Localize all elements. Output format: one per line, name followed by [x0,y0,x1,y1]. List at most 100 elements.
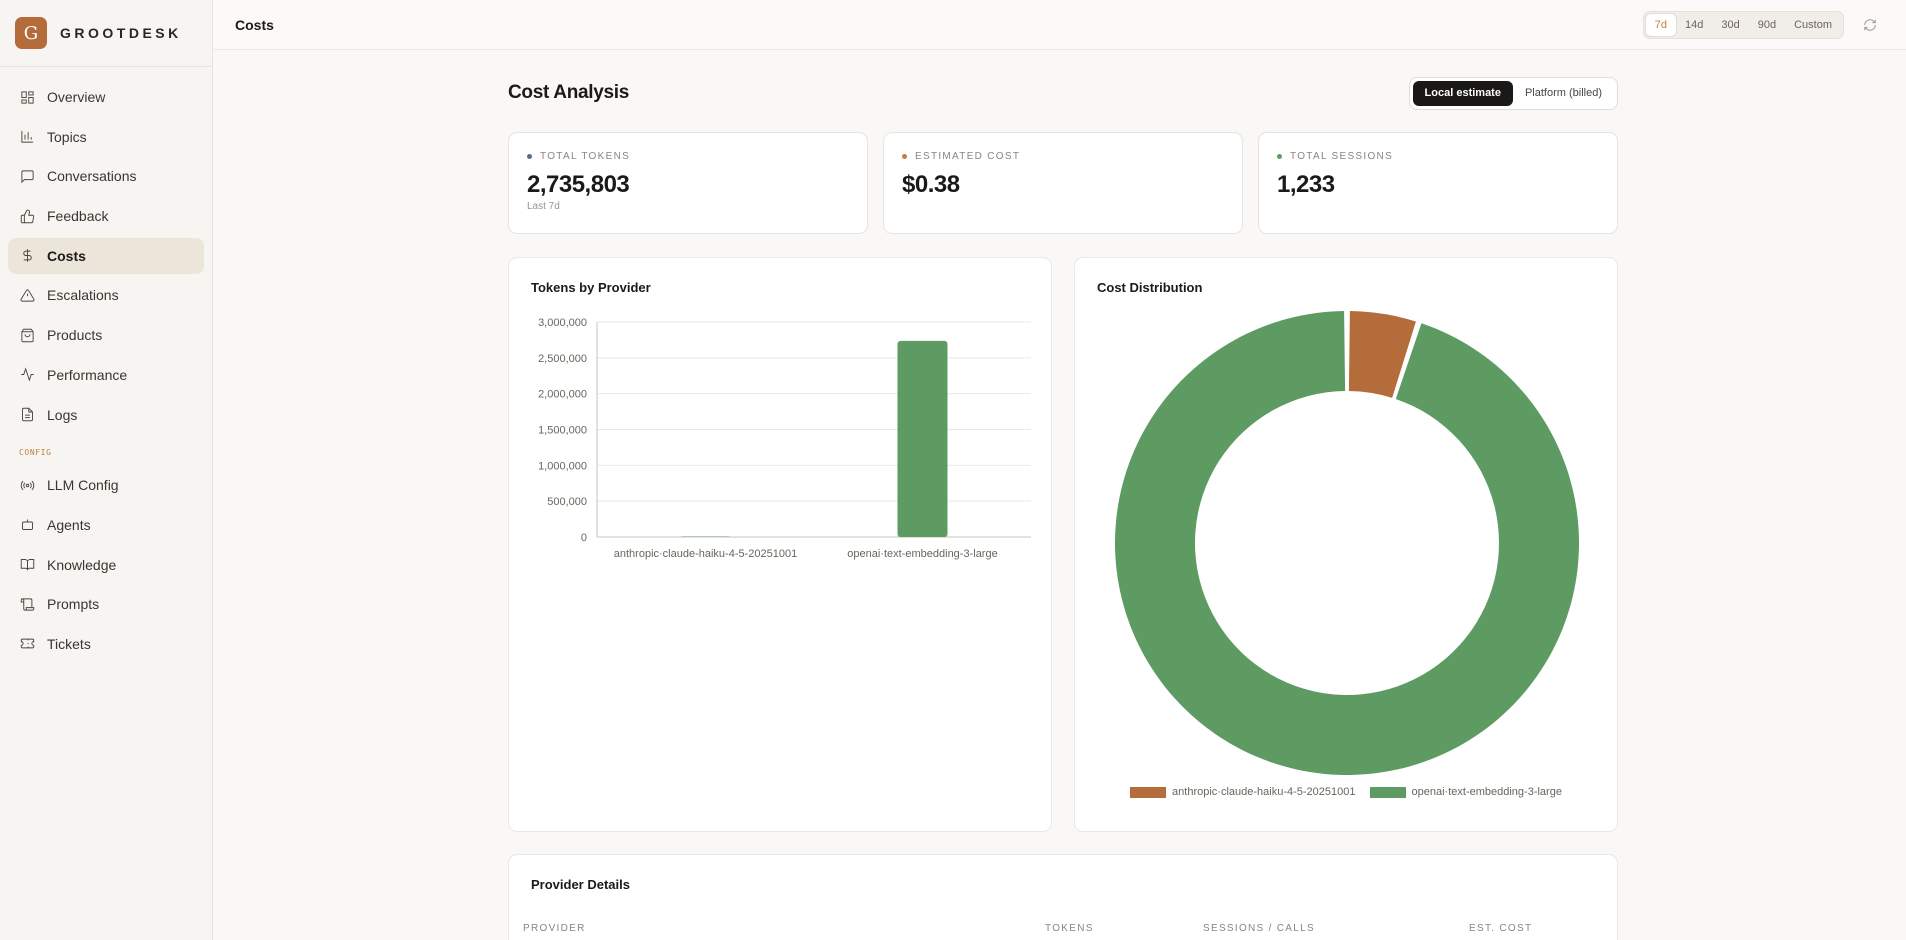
page-title: Cost Analysis [508,82,630,103]
sidebar-item-label: Performance [47,366,128,383]
range-30d-button[interactable]: 30d [1721,18,1740,31]
col-est-cost[interactable]: EST. COST [1469,923,1533,934]
kpi-label-text: ESTIMATED COST [915,151,1021,162]
provider-details-title: Provider Details [531,877,630,892]
sidebar-item-label: Costs [47,247,86,264]
sidebar-item-label: Agents [47,516,91,533]
brand-logo: G [15,17,47,49]
kpi-card-estimated-cost: ESTIMATED COST $0.38 [883,132,1243,234]
legend-swatch [1130,786,1167,798]
kpi-value: 2,735,803 [527,171,630,198]
donut-legend: anthropic·claude-haiku-4-5-20251001 opena… [1075,786,1617,798]
col-sessions[interactable]: SESSIONS / CALLS [1203,923,1315,934]
sidebar-item-escalations[interactable]: Escalations [8,277,204,313]
ticket-icon [19,636,35,652]
kpi-dot [527,154,532,159]
legend-item[interactable]: openai·text-embedding-3-large [1369,786,1562,798]
sidebar-item-label: Escalations [47,287,119,304]
legend-item[interactable]: anthropic·claude-haiku-4-5-20251001 [1130,786,1356,798]
donut-slice-1[interactable] [1115,311,1579,776]
legend-label: anthropic·claude-haiku-4-5-20251001 [1172,786,1356,798]
kpi-label: TOTAL TOKENS [527,151,849,162]
kpi-label: ESTIMATED COST [902,151,1224,162]
sidebar-item-label: Tickets [47,635,91,652]
page-header: Cost Analysis Local estimate Platform (bi… [508,71,1618,115]
book-icon [19,557,35,573]
y-tick-label: 3,000,000 [538,317,587,329]
content: Cost Analysis Local estimate Platform (bi… [508,71,1618,940]
refresh-icon [1864,18,1876,31]
range-7d-button[interactable]: 7d [1645,13,1677,36]
tokens-by-provider-card: Tokens by Provider 0 500,000 1,000,000 1,50… [508,257,1052,832]
sidebar-item-label: Conversations [47,168,137,185]
x-tick-label: anthropic·claude-haiku-4-5-20251001 [614,548,797,560]
local-estimate-button[interactable]: Local estimate [1412,80,1513,106]
sidebar-item-label: Logs [47,406,78,423]
col-provider[interactable]: PROVIDER [523,923,586,934]
sidebar-item-label: LLM Config [47,477,119,494]
donut-slice-0[interactable] [1348,311,1416,398]
sidebar-item-prompts[interactable]: Prompts [8,586,204,622]
y-tick-label: 500,000 [547,496,587,508]
refresh-button[interactable] [1856,11,1884,39]
range-14d-button[interactable]: 14d [1685,18,1704,31]
kpi-label: TOTAL SESSIONS [1277,151,1599,162]
config-section-label: CONFIG [19,448,52,458]
y-tick-label: 1,000,000 [538,460,587,472]
scroll-icon [19,596,35,612]
kpi-label-text: TOTAL TOKENS [540,151,631,162]
alert-triangle-icon [19,287,35,303]
kpi-label-text: TOTAL SESSIONS [1290,151,1394,162]
col-tokens[interactable]: TOKENS [1045,923,1094,934]
kpi-row: TOTAL TOKENS 2,735,803 Last 7d ESTIMATED CO… [508,132,1618,234]
sidebar-item-agents[interactable]: Agents [8,507,204,543]
kpi-dot [1277,154,1282,159]
sidebar-item-topics[interactable]: Topics [8,119,204,155]
donut-chart-title: Cost Distribution [1097,280,1203,295]
sidebar-item-label: Overview [47,89,106,105]
range-90d-button[interactable]: 90d [1757,18,1777,31]
topbar-controls: 7d 14d 30d 90d Custom [1642,10,1884,39]
kpi-card-total-sessions: TOTAL SESSIONS 1,233 [1258,132,1618,234]
sidebar: G GROOTDESK Overview Topics Conversations F… [0,0,213,940]
dollar-icon [19,248,35,264]
topbar: Costs 7d 14d 30d 90d Custom [213,0,1906,50]
y-tick-label: 2,000,000 [538,389,587,401]
sidebar-item-label: Topics [47,128,87,145]
topbar-title: Costs [235,16,274,33]
kpi-card-total-tokens: TOTAL TOKENS 2,735,803 Last 7d [508,132,868,234]
bot-icon [19,517,35,533]
sidebar-item-logs[interactable]: Logs [8,397,204,433]
sidebar-item-knowledge[interactable]: Knowledge [8,547,204,583]
sidebar-item-label: Prompts [47,596,100,613]
brand: G GROOTDESK [0,0,212,67]
date-range-selector: 7d 14d 30d 90d Custom [1642,10,1844,39]
sidebar-item-overview[interactable]: Overview [8,79,204,115]
sidebar-item-products[interactable]: Products [8,317,204,353]
sidebar-item-llm-config[interactable]: LLM Config [8,467,204,503]
bar-0[interactable] [680,536,731,538]
y-tick-label: 1,500,000 [538,425,587,437]
bar-chart-title: Tokens by Provider [531,280,651,295]
y-tick-label: 2,500,000 [538,353,587,365]
cost-donut-chart [1115,311,1579,776]
tokens-bar-chart: 0 500,000 1,000,000 1,500,000 2,000,000 2,500… [538,317,1031,560]
legend-label: openai·text-embedding-3-large [1411,786,1562,798]
platform-billed-button[interactable]: Platform (billed) [1524,87,1602,99]
file-text-icon [19,407,35,423]
range-custom-button[interactable]: Custom [1794,18,1832,31]
main-area: Costs 7d 14d 30d 90d Custom Cost Analysis Lo… [213,0,1906,940]
sidebar-item-tickets[interactable]: Tickets [8,626,204,662]
sidebar-item-feedback[interactable]: Feedback [8,198,204,234]
sidebar-item-performance[interactable]: Performance [8,357,204,393]
shopping-bag-icon [19,327,35,343]
sidebar-nav: Overview Topics Conversations Feedback Costs… [0,67,212,662]
provider-details-card: Provider Details PROVIDER TOKENS SESSION… [508,854,1618,940]
sidebar-item-conversations[interactable]: Conversations [8,158,204,194]
bar-1[interactable] [897,340,948,537]
x-tick-label: openai·text-embedding-3-large [847,548,997,560]
cost-distribution-card: Cost Distribution anthropic·claude-haiku… [1074,257,1618,832]
layout-grid-icon [19,89,35,105]
sidebar-item-costs[interactable]: Costs [8,237,204,274]
